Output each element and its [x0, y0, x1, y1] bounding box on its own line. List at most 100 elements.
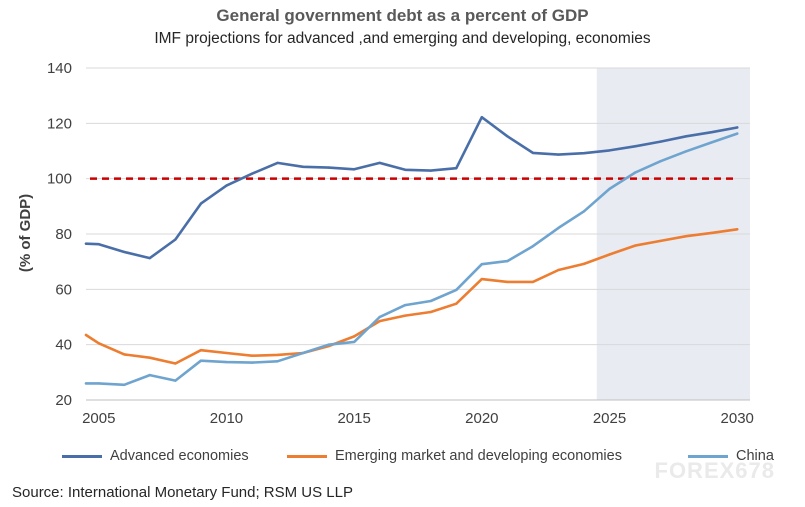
- data-point-advanced: [684, 135, 688, 138]
- data-point-china: [557, 226, 560, 230]
- data-point-emerging: [276, 353, 279, 357]
- data-point-emerging: [736, 228, 739, 231]
- data-point-emerging: [225, 351, 228, 355]
- data-point-emerging: [659, 239, 662, 243]
- data-point-advanced: [378, 161, 381, 165]
- data-point-emerging: [97, 342, 100, 345]
- chart-subtitle: IMF projections for advanced ,and emergi…: [154, 30, 651, 47]
- data-point-china: [199, 359, 203, 362]
- data-point-advanced: [276, 161, 279, 165]
- data-point-advanced: [174, 238, 177, 241]
- data-point-advanced: [327, 166, 330, 169]
- x-tick-label: 2005: [82, 410, 115, 427]
- legend-label-emerging: Emerging market and developing economies: [335, 448, 622, 464]
- data-point-advanced: [659, 140, 662, 143]
- source-note: Source: International Monetary Fund; RSM…: [12, 484, 354, 501]
- data-point-china: [97, 382, 100, 385]
- data-point-china: [84, 382, 88, 385]
- data-point-emerging: [506, 280, 509, 284]
- data-point-china: [123, 383, 126, 386]
- data-point-advanced: [506, 135, 509, 138]
- data-point-emerging: [710, 231, 713, 235]
- x-tick-label: 2020: [465, 410, 498, 427]
- data-point-advanced: [608, 149, 611, 152]
- legend-swatch-china: [688, 454, 728, 458]
- data-point-china: [378, 315, 381, 319]
- x-tick-label: 2025: [593, 410, 626, 427]
- data-point-emerging: [582, 262, 586, 266]
- legend-item-china: China: [688, 448, 774, 464]
- data-point-china: [531, 244, 535, 248]
- data-point-advanced: [480, 116, 484, 119]
- data-point-advanced: [225, 184, 228, 187]
- data-point-advanced: [84, 242, 88, 245]
- legend-label-advanced: Advanced economies: [110, 448, 249, 464]
- data-point-china: [710, 141, 713, 144]
- data-point-china: [736, 132, 739, 135]
- data-point-china: [174, 379, 177, 382]
- x-tick-label: 2015: [337, 410, 370, 427]
- data-point-emerging: [174, 362, 177, 365]
- y-tick-label: 100: [47, 171, 72, 188]
- data-point-china: [301, 351, 305, 355]
- data-point-emerging: [123, 353, 126, 356]
- data-point-emerging: [404, 314, 407, 317]
- data-point-advanced: [531, 151, 535, 155]
- data-point-emerging: [684, 235, 688, 238]
- data-point-advanced: [736, 126, 739, 129]
- data-point-advanced: [582, 152, 586, 155]
- y-tick-label: 80: [55, 226, 72, 243]
- y-tick-label: 140: [47, 60, 72, 77]
- data-point-emerging: [531, 280, 535, 284]
- legend-item-emerging: Emerging market and developing economies: [287, 448, 622, 464]
- data-point-advanced: [148, 256, 152, 260]
- data-point-emerging: [633, 244, 637, 247]
- data-point-china: [582, 210, 586, 213]
- data-point-emerging: [352, 335, 356, 338]
- data-point-china: [659, 160, 662, 163]
- data-point-emerging: [250, 354, 254, 357]
- data-point-china: [608, 187, 611, 191]
- data-point-china: [327, 343, 330, 346]
- data-point-advanced: [455, 166, 458, 170]
- data-point-emerging: [378, 319, 381, 323]
- data-point-emerging: [557, 268, 560, 272]
- data-point-advanced: [633, 145, 637, 148]
- legend-swatch-advanced: [62, 454, 102, 458]
- data-point-emerging: [84, 333, 88, 337]
- legend: Advanced economies Emerging market and d…: [0, 448, 805, 468]
- data-point-china: [480, 262, 484, 266]
- y-tick-label: 60: [55, 281, 72, 298]
- chart-title: General government debt as a percent of …: [216, 6, 589, 25]
- data-point-china: [276, 360, 279, 363]
- y-tick-label: 120: [47, 115, 72, 132]
- data-point-advanced: [301, 165, 305, 168]
- data-point-emerging: [429, 310, 432, 314]
- data-point-emerging: [455, 302, 458, 305]
- data-point-advanced: [404, 168, 407, 172]
- y-tick-label: 40: [55, 337, 72, 354]
- legend-swatch-emerging: [287, 454, 327, 458]
- data-point-advanced: [557, 153, 560, 156]
- data-point-advanced: [352, 168, 356, 171]
- data-point-china: [429, 299, 432, 303]
- data-point-china: [455, 288, 458, 292]
- data-point-advanced: [429, 169, 432, 172]
- data-point-china: [148, 373, 152, 377]
- data-point-advanced: [250, 172, 254, 175]
- legend-label-china: China: [736, 448, 774, 464]
- data-point-china: [404, 303, 407, 307]
- x-tick-label: 2030: [721, 410, 754, 427]
- data-point-advanced: [123, 250, 126, 254]
- watermark-logo: FOREX678: [654, 458, 775, 483]
- data-point-china: [250, 361, 254, 364]
- data-point-advanced: [710, 130, 713, 134]
- data-point-emerging: [199, 349, 203, 352]
- data-point-china: [225, 360, 228, 364]
- data-point-advanced: [199, 202, 203, 205]
- legend-item-advanced: Advanced economies: [62, 448, 249, 464]
- data-point-emerging: [148, 356, 152, 359]
- data-point-china: [506, 259, 509, 263]
- data-point-china: [633, 171, 637, 174]
